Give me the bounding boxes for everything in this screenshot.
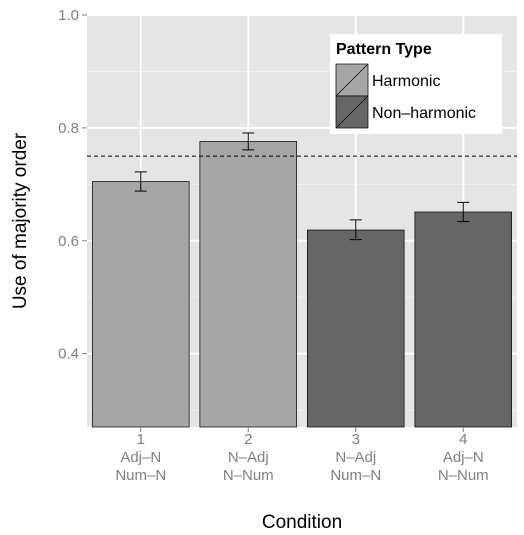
x-tick-label: Adj–N (443, 449, 484, 466)
y-tick-label: 0.8 (58, 120, 79, 137)
x-axis: 1Adj–NNum–N2N–AdjN–Num3N–AdjNum–N4Adj–NN… (115, 427, 489, 484)
bars (92, 141, 512, 428)
x-tick-label: Num–N (115, 467, 166, 484)
legend-entry: Non–harmonic (335, 95, 476, 129)
y-tick-label: 0.4 (58, 346, 79, 363)
y-tick-label: 0.6 (58, 233, 79, 250)
x-tick-label: Num–N (330, 467, 381, 484)
x-tick-label: N–Adj (335, 449, 376, 466)
x-tick-label: 2 (244, 431, 252, 448)
x-tick-label: 3 (352, 431, 360, 448)
x-tick-label: 1 (137, 431, 145, 448)
x-tick-label: 4 (459, 431, 467, 448)
x-tick-label: N–Adj (228, 449, 269, 466)
error-bar-3 (349, 219, 362, 241)
legend-entries: Harmonic Non–harmonic (335, 63, 476, 129)
y-axis-title: Use of majority order (10, 132, 31, 309)
bar-3 (307, 229, 405, 428)
legend-label: Non–harmonic (372, 105, 476, 122)
error-bar-1 (134, 171, 147, 192)
legend: Pattern Type Harmonic Non–harmonic (330, 34, 502, 134)
x-tick-label: N–Num (223, 467, 274, 484)
bar-4 (414, 211, 512, 428)
error-bar-2 (242, 132, 255, 151)
x-tick-label: N–Num (438, 467, 489, 484)
x-tick-label: Adj–N (120, 449, 161, 466)
x-axis-title: Condition (262, 512, 342, 533)
legend-title: Pattern Type (336, 41, 432, 58)
legend-label: Harmonic (372, 73, 440, 90)
y-axis: 0.4 0.6 0.8 1.0 (58, 7, 87, 363)
bar-1 (92, 181, 190, 428)
y-tick-label: 1.0 (58, 7, 79, 24)
error-bars (134, 132, 470, 241)
error-bar-4 (457, 201, 470, 223)
bar-2 (199, 141, 297, 428)
